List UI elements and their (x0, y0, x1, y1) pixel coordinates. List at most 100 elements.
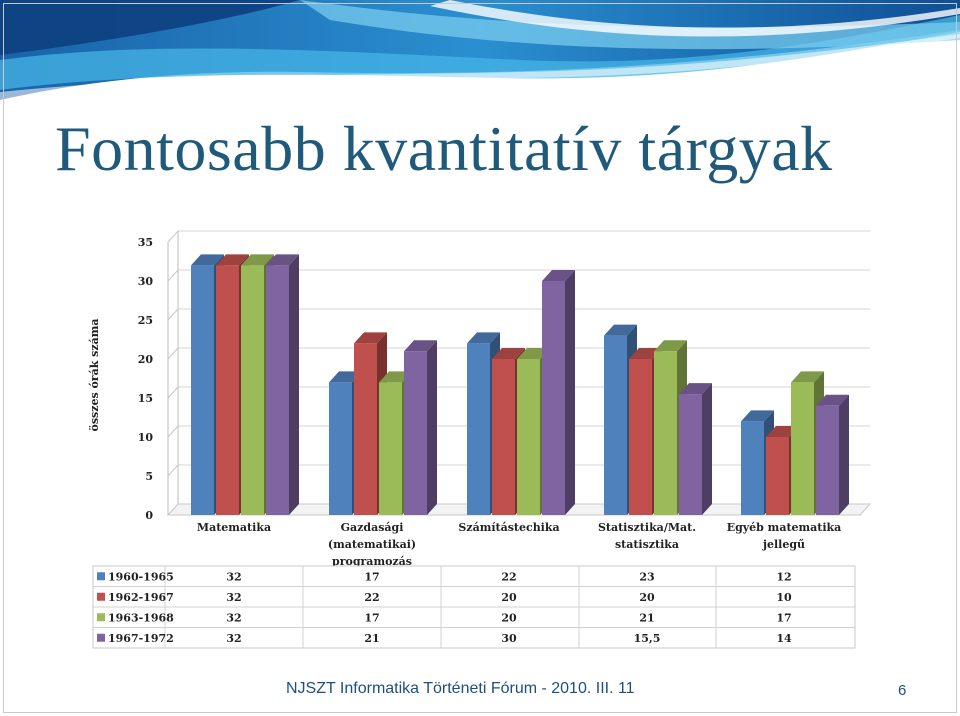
data-label: 21 (639, 611, 654, 624)
legend-label: 1963-1968 (108, 611, 174, 624)
data-label: 22 (501, 570, 516, 583)
bar (517, 359, 540, 515)
bar-top (791, 371, 824, 383)
bar-top (604, 324, 637, 336)
data-label: 32 (226, 611, 241, 624)
bar-side (565, 270, 575, 515)
data-label: 32 (226, 632, 241, 645)
bar (241, 265, 264, 515)
bar-top (679, 383, 712, 395)
y-tick-label: 35 (138, 236, 153, 249)
bar (379, 382, 402, 515)
legend-swatch (97, 633, 105, 642)
data-label: 21 (364, 632, 379, 645)
bar (191, 265, 214, 515)
bar-top (766, 426, 799, 437)
bar (542, 281, 565, 515)
y-tick-label: 15 (138, 392, 153, 405)
bar (766, 437, 789, 515)
data-label: 22 (364, 591, 379, 604)
data-label: 20 (501, 611, 517, 624)
bar-side (839, 394, 849, 515)
bar (216, 265, 239, 515)
bar (467, 343, 490, 515)
bar (266, 265, 289, 515)
bar-top (404, 340, 437, 352)
bar (354, 343, 377, 515)
bar (654, 351, 677, 515)
bar-chart: 0 5 10 15 20 25 30 35 összes órák száma Matematik… (88, 230, 872, 649)
legend-swatch (97, 613, 105, 622)
y-tick-label: 20 (138, 353, 154, 366)
data-label: 15,5 (634, 632, 661, 645)
bar-side (427, 340, 437, 515)
category-label: statisztika (615, 538, 679, 551)
data-label: 17 (364, 570, 379, 583)
data-label: 17 (364, 611, 379, 624)
legend-label: 1960-1965 (108, 570, 174, 583)
gridline-side (167, 347, 179, 360)
bar-top (266, 254, 299, 266)
gridline-side (167, 386, 179, 399)
category-label: programozás (332, 555, 412, 568)
bar-top (816, 394, 849, 406)
category-label: Statisztika/Mat. (598, 521, 696, 534)
legend-label: 1962-1967 (108, 591, 174, 604)
gridline-side (167, 464, 179, 477)
bar (404, 351, 427, 515)
bar-top (467, 332, 500, 344)
category-label: Matematika (197, 521, 271, 534)
data-label: 20 (501, 591, 517, 604)
data-label: 17 (776, 611, 791, 624)
gridline-side (167, 425, 179, 438)
bar (791, 382, 814, 515)
bar (329, 382, 352, 515)
data-label: 32 (226, 570, 241, 583)
y-tick-label: 25 (138, 314, 153, 327)
bar (629, 359, 652, 515)
bar-top (379, 371, 412, 383)
bar-top (542, 270, 575, 281)
bar-top (354, 332, 387, 344)
bar-top (216, 254, 249, 266)
y-tick-label: 10 (138, 431, 154, 444)
category-label: jellegű (762, 538, 805, 551)
page-number: 6 (898, 682, 907, 699)
bar (741, 421, 764, 515)
data-label: 20 (639, 591, 655, 604)
bar-top (329, 371, 362, 383)
bar-side (289, 254, 299, 515)
footer-text: NJSZT Informatika Történeti Fórum - 2010… (286, 680, 635, 697)
slide-title: Fontosabb kvantitatív tárgyak (55, 113, 833, 184)
data-label: 12 (776, 570, 791, 583)
data-label: 32 (226, 591, 241, 604)
bar-top (741, 410, 774, 422)
bar (816, 405, 839, 515)
y-tick-label: 5 (145, 470, 153, 483)
bar-top (492, 348, 525, 359)
bar-side (702, 383, 712, 515)
y-tick-label: 30 (138, 275, 154, 288)
legend-label: 1967-1972 (108, 632, 174, 645)
y-tick-label: 0 (145, 509, 153, 522)
gridline-side (167, 308, 179, 321)
category-label: (matematikai) (328, 538, 416, 551)
category-label: Gazdasági (341, 521, 404, 534)
gridline-side (167, 230, 179, 243)
data-label: 23 (639, 570, 654, 583)
y-axis-title: összes órák száma (88, 318, 101, 431)
data-label: 10 (776, 591, 792, 604)
bar-top (191, 254, 224, 266)
bar (679, 394, 702, 515)
bar (492, 359, 515, 515)
bar (604, 335, 627, 515)
category-label: Számítástechika (458, 521, 559, 534)
legend-swatch (97, 572, 105, 581)
header-banner (0, 0, 960, 104)
bar-top (629, 348, 662, 359)
data-label: 30 (501, 632, 517, 645)
bar-top (654, 340, 687, 352)
gridline-side (167, 269, 179, 282)
legend-swatch (97, 592, 105, 601)
